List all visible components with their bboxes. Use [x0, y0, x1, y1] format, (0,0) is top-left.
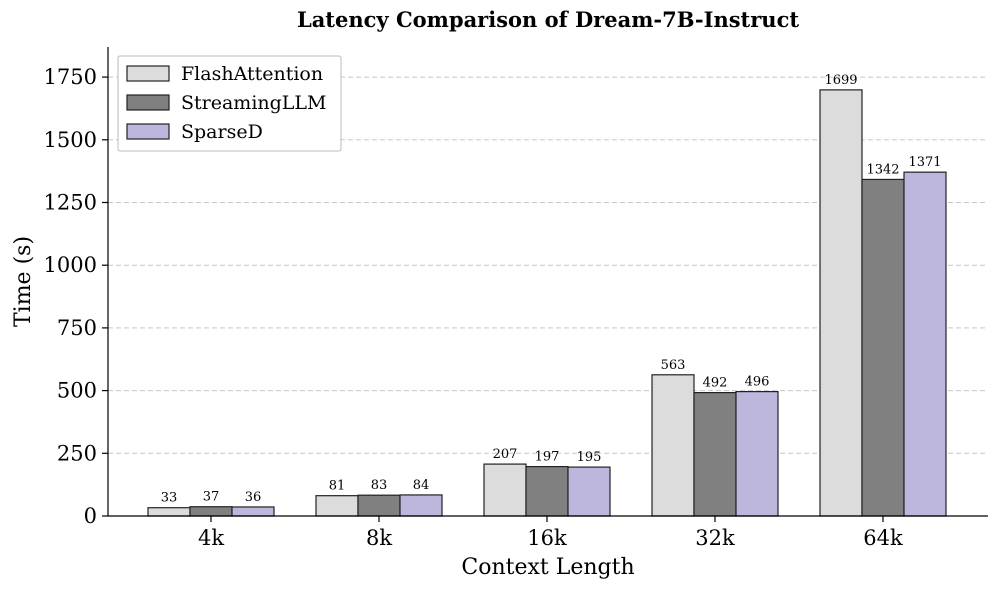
x-tick-label: 16k: [527, 526, 567, 550]
bar-sparsed-4k: [231, 506, 275, 517]
data-label: 195: [577, 450, 602, 465]
bar-streamingllm-64k: [861, 178, 905, 517]
chart-title: Latency Comparison of Dream-7B-Instruct: [297, 7, 799, 32]
y-tick-label: 750: [57, 316, 97, 340]
legend-swatch: [126, 94, 170, 111]
y-axis-title: Time (s): [11, 236, 36, 327]
legend-swatch: [126, 123, 170, 140]
data-label: 36: [245, 490, 262, 505]
y-tick-label: 500: [57, 379, 97, 403]
data-label: 207: [493, 447, 518, 462]
bar-flashattention-64k: [819, 89, 863, 517]
data-label: 81: [329, 479, 346, 494]
bar-sparsed-16k: [567, 466, 611, 517]
y-tick-label: 1500: [44, 128, 97, 152]
y-tick-label: 1750: [44, 65, 97, 89]
legend-box: [117, 55, 342, 152]
data-label: 83: [371, 478, 388, 493]
legend-label: SparseD: [181, 121, 263, 143]
legend: FlashAttention StreamingLLM SparseD: [117, 55, 342, 152]
bar-streamingllm-16k: [525, 465, 569, 517]
bar-sparsed-64k: [903, 171, 947, 517]
legend-swatch: [126, 65, 170, 82]
y-tick-label: 1000: [44, 253, 97, 277]
axes: [107, 47, 988, 517]
y-axis-ticks: 0 250 500 750 1000 1250 1500 1750: [44, 65, 108, 528]
x-tick-label: 4k: [198, 526, 224, 550]
bar-flashattention-16k: [483, 463, 527, 517]
x-axis-ticks: 4k 8k 16k 32k 64k: [198, 516, 903, 550]
data-label: 33: [161, 491, 178, 506]
bar-streamingllm-8k: [357, 494, 401, 517]
y-tick-label: 1250: [44, 190, 97, 214]
y-tick-label: 0: [84, 504, 97, 528]
bar-flashattention-32k: [651, 374, 695, 517]
data-label: 37: [203, 490, 220, 505]
legend-label: StreamingLLM: [181, 92, 327, 114]
bar-flashattention-4k: [147, 507, 191, 517]
x-tick-label: 32k: [695, 526, 735, 550]
legend-label: FlashAttention: [181, 63, 323, 85]
data-label: 1699: [824, 73, 857, 88]
x-axis-title: Context Length: [461, 555, 634, 580]
bar-flashattention-8k: [315, 495, 359, 517]
bar-streamingllm-4k: [189, 506, 233, 517]
bar-streamingllm-32k: [693, 392, 737, 517]
data-label: 1342: [866, 162, 899, 177]
data-label: 197: [535, 450, 560, 465]
data-label: 492: [703, 376, 728, 391]
x-tick-label: 8k: [366, 526, 392, 550]
y-tick-label: 250: [57, 441, 97, 465]
bar-sparsed-32k: [735, 391, 779, 517]
x-tick-label: 64k: [863, 526, 903, 550]
data-label: 563: [661, 358, 686, 373]
data-label: 84: [413, 478, 430, 493]
bar-sparsed-8k: [399, 494, 443, 517]
data-label: 1371: [908, 155, 941, 170]
data-labels: 33 37 36 81 83 84 207 197 195 563 492 496 1699 1342 13…: [161, 73, 942, 506]
data-label: 496: [745, 375, 770, 390]
